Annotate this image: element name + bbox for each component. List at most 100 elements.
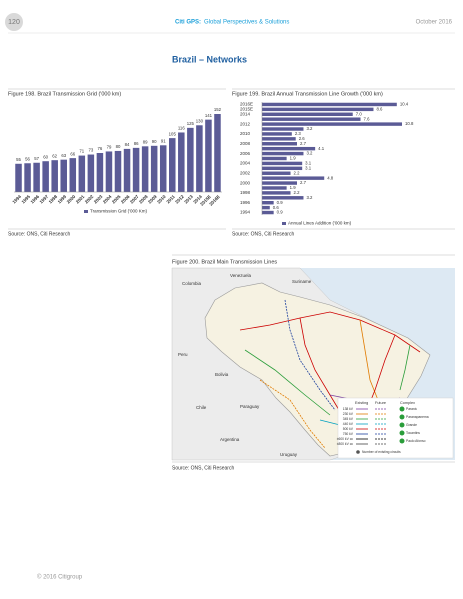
legend-swatch (282, 222, 286, 225)
y-tick-label: 2014 (240, 111, 251, 116)
legend-label: 230 kV (343, 412, 354, 416)
x-tick-label: 2002 (84, 194, 95, 205)
data-label: 2.2 (294, 190, 301, 195)
y-tick-label: 2016E (240, 102, 253, 107)
bar (262, 191, 291, 195)
y-tick-label: 2000 (240, 180, 251, 185)
bar (132, 147, 140, 192)
x-tick-label: 2009 (147, 194, 158, 205)
country-label: Argentina (220, 437, 240, 442)
brand: Citi GPS: (175, 20, 201, 26)
complex-icon (399, 406, 405, 412)
x-tick-label: 1997 (39, 194, 50, 205)
bar (169, 138, 176, 192)
y-tick-label: 2012 (240, 121, 251, 126)
data-label: 84 (125, 142, 130, 147)
data-label: 0.6 (273, 205, 280, 210)
bar (159, 145, 167, 192)
circuit-icon (356, 450, 360, 454)
x-tick-label: 1998 (48, 194, 59, 205)
data-label: 56 (25, 156, 30, 161)
bar (196, 125, 203, 192)
x-tick-label: 2005 (111, 194, 122, 205)
bar (60, 159, 67, 192)
country-label: Peru (178, 352, 188, 357)
data-label: 4.1 (318, 146, 325, 151)
y-tick-label: 1998 (240, 190, 251, 195)
bar (262, 176, 325, 180)
footer: © 2016 Citigroup (37, 574, 83, 581)
bar (24, 163, 31, 192)
data-label: 0.9 (277, 200, 284, 205)
x-tick-label: 1996 (30, 194, 41, 205)
data-label: 2.7 (300, 180, 307, 185)
bar (262, 166, 303, 171)
data-label: 116 (178, 126, 185, 131)
country-label: Colombia (182, 281, 202, 286)
legend-label: ±600 kV cc (337, 437, 354, 441)
country-label: Paraguay (240, 404, 260, 409)
bar (96, 153, 104, 192)
data-label: 60 (43, 154, 48, 159)
figure-title: Figure 200. Brazil Main Transmission Lin… (172, 259, 277, 265)
legend-label: 138 kV (343, 407, 354, 411)
bar (262, 181, 297, 185)
legend-box (337, 397, 454, 459)
data-label: 55 (16, 157, 21, 162)
legend-label: 500 kV (343, 427, 354, 431)
y-tick-label: 2015E (240, 107, 253, 112)
country-label: Chile (196, 405, 207, 410)
bar (262, 171, 291, 175)
x-tick-label: 2014 (192, 194, 203, 205)
bar (262, 107, 374, 112)
bar (262, 151, 304, 156)
bar (15, 163, 22, 192)
data-label: 79 (107, 145, 112, 150)
data-label: 1.9 (290, 156, 297, 161)
legend-label: Number of existing circuits (362, 450, 401, 454)
bar (178, 132, 185, 192)
legend-label: Grande (406, 423, 417, 427)
data-label: 7.0 (356, 111, 363, 116)
figure-title: Figure 199. Brazil Annual Transmission L… (232, 91, 383, 97)
x-tick-label: 2010 (156, 194, 167, 205)
x-tick-label: 2007 (129, 194, 140, 205)
data-label: 76 (98, 146, 103, 151)
legend-swatch (84, 210, 88, 213)
x-tick-label: 2004 (102, 194, 113, 205)
bar (105, 151, 113, 192)
bar (87, 154, 95, 192)
y-tick-label: 2010 (240, 131, 251, 136)
x-tick-label: 2008 (138, 194, 149, 205)
data-label: 152 (214, 107, 222, 112)
bar (141, 146, 149, 192)
bar (214, 114, 221, 192)
x-tick-label: 2000 (66, 194, 77, 205)
legend-label: 440 kV (343, 422, 354, 426)
data-label: 141 (205, 113, 213, 118)
bar (123, 148, 131, 192)
bar (262, 186, 287, 190)
data-label: 7.6 (364, 116, 371, 121)
page-number: 120 (8, 19, 20, 26)
data-label: 62 (52, 153, 57, 158)
legend-label: Tocantins (406, 431, 420, 435)
data-label: 66 (70, 151, 75, 156)
bar (262, 156, 287, 161)
bar (187, 127, 194, 192)
legend-label: Transmission Grid ('000 Km) (90, 209, 147, 214)
bar (69, 158, 77, 192)
data-label: 73 (88, 148, 93, 153)
country-label: Venezuela (230, 273, 252, 278)
y-tick-label: 2002 (240, 170, 251, 175)
bar (262, 137, 296, 141)
bar (262, 205, 270, 210)
header-subtitle: Global Perspectives & Solutions (204, 20, 289, 26)
legend-label: ±800 kV cc (337, 442, 354, 446)
legend-heading: Complex (400, 401, 415, 405)
legend-heading: Existing (355, 401, 368, 405)
data-label: 3.1 (305, 161, 312, 166)
y-tick-label: 1996 (240, 200, 251, 205)
source: Source: ONS, Citi Research (8, 231, 70, 237)
